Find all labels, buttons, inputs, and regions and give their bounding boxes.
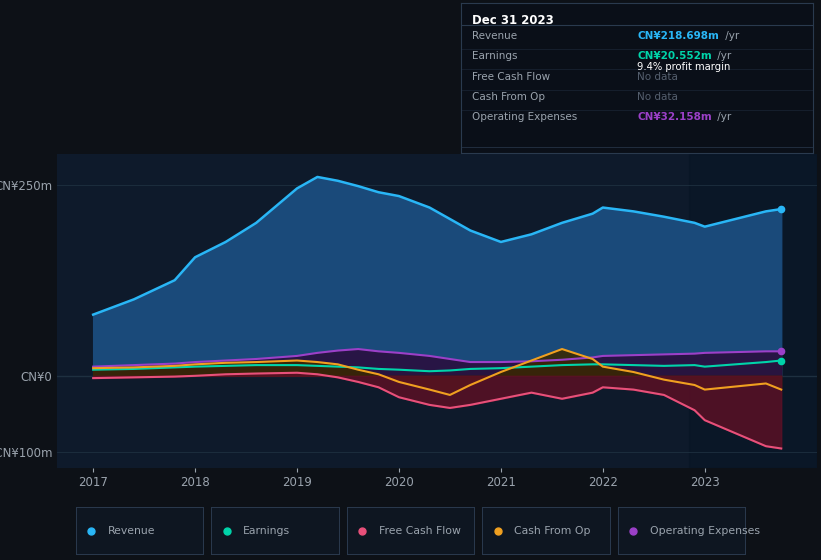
Text: Operating Expenses: Operating Expenses — [472, 112, 577, 122]
Text: Free Cash Flow: Free Cash Flow — [472, 72, 550, 82]
Bar — [690, 154, 817, 468]
Text: Earnings: Earnings — [243, 526, 291, 535]
Text: Dec 31 2023: Dec 31 2023 — [472, 14, 553, 27]
Text: Cash From Op: Cash From Op — [514, 526, 590, 535]
Text: No data: No data — [637, 72, 678, 82]
Text: Cash From Op: Cash From Op — [472, 92, 545, 102]
Text: /yr: /yr — [714, 112, 732, 122]
Text: 9.4% profit margin: 9.4% profit margin — [637, 62, 731, 72]
Text: Earnings: Earnings — [472, 52, 517, 62]
Text: CN¥32.158m: CN¥32.158m — [637, 112, 712, 122]
Text: CN¥218.698m: CN¥218.698m — [637, 31, 719, 41]
Text: Operating Expenses: Operating Expenses — [649, 526, 759, 535]
Text: Revenue: Revenue — [108, 526, 155, 535]
Text: CN¥20.552m: CN¥20.552m — [637, 52, 712, 62]
Text: /yr: /yr — [714, 52, 732, 62]
Text: /yr: /yr — [722, 31, 740, 41]
Text: No data: No data — [637, 92, 678, 102]
Text: Revenue: Revenue — [472, 31, 517, 41]
Text: Free Cash Flow: Free Cash Flow — [378, 526, 461, 535]
